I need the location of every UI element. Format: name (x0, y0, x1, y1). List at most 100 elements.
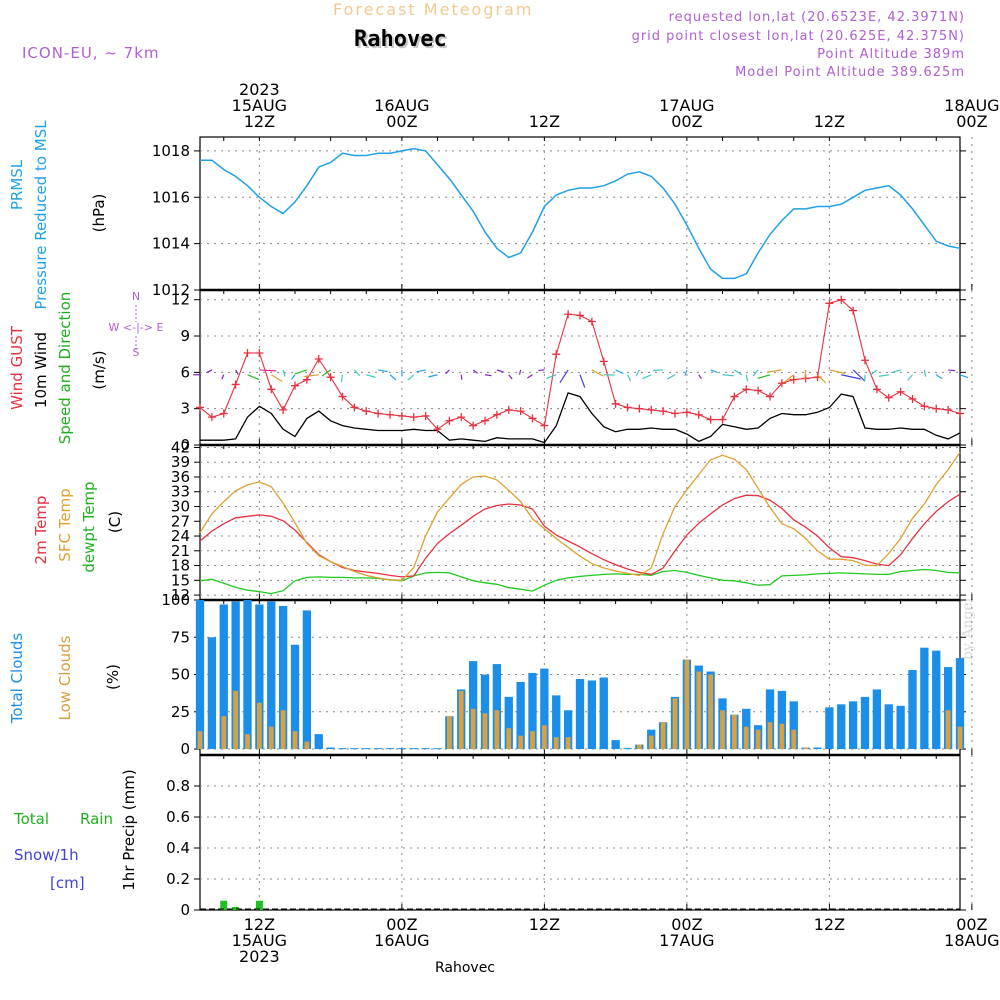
wind-direction-arrow (389, 374, 397, 381)
low-cloud-bar (482, 713, 488, 750)
sfc-temp-line (199, 452, 961, 581)
bottom-time-label: 00Z (386, 915, 417, 934)
model-label: ICON-EU, ~ 7km (22, 44, 160, 62)
location-title: Rahovec (354, 27, 447, 52)
wind-gust-marker (219, 409, 228, 418)
wind-gust-marker (659, 407, 668, 416)
wind-direction-arrow (291, 374, 296, 380)
total-cloud-bar (219, 604, 228, 750)
low-cloud-bar (292, 731, 298, 750)
wind-direction-arrow (472, 369, 478, 374)
total-cloud-bar (516, 681, 525, 750)
total-cloud-bar (362, 748, 371, 750)
pressure-label-2: Pressure Reduced to MSL (32, 120, 50, 310)
clouds-ytick-label: 100 (161, 591, 190, 609)
rain-bar (232, 906, 240, 910)
wind-gust-marker (457, 413, 466, 422)
wind-gust-marker (421, 411, 430, 420)
low-cloud-bar (779, 723, 785, 750)
total-cloud-bar (789, 701, 798, 750)
temperature-ytick-label: 30 (171, 498, 190, 516)
total-cloud-bar (932, 650, 941, 750)
pressure-frame (199, 136, 961, 291)
total-cloud-bar (338, 748, 347, 750)
temp-unit: (C) (106, 511, 124, 533)
wind-gust-marker (255, 348, 264, 357)
low-cloud-bar (197, 731, 203, 750)
total-cloud-bar (421, 748, 430, 750)
wind-ytick-label: 9 (180, 327, 190, 345)
total-cloud-bar (552, 695, 561, 750)
low-cloud-bar (684, 659, 690, 750)
low-clouds-label: Low Clouds (56, 635, 74, 720)
low-cloud-bar (221, 716, 227, 750)
low-cloud-bar (708, 674, 713, 750)
temperature-ytick-label: 33 (171, 483, 190, 501)
bottom-time-label: 12Z (244, 915, 275, 934)
wind-direction-arrow (752, 369, 759, 377)
wind-direction-arrow (841, 374, 861, 380)
top-time-label: 17AUG (659, 96, 714, 115)
total-cloud-bar (540, 668, 549, 750)
precip-ytick-label: 0.2 (166, 870, 190, 888)
pressure-ytick-label: 1014 (152, 235, 190, 253)
bottom-time-label: 12Z (814, 915, 845, 934)
low-cloud-bar (803, 747, 808, 750)
top-time-label: 12Z (244, 112, 275, 131)
total-cloud-bar (777, 690, 787, 750)
wind-direction-arrow (870, 369, 878, 376)
top-time-label: 12Z (529, 112, 560, 131)
wind-gust-marker (504, 405, 513, 414)
bottom-time-label: 00Z (671, 915, 702, 934)
wind-gust-marker (944, 405, 953, 414)
wind-direction-arrow (235, 369, 239, 375)
snow-label: Snow/1h (14, 846, 79, 864)
total-clouds-label: Total Clouds (8, 633, 26, 725)
wind-gust-marker (920, 402, 929, 411)
total-cloud-bar (825, 707, 834, 750)
meteogram-title: Forecast Meteogram (333, 0, 534, 19)
total-cloud-bar (433, 748, 442, 750)
total-cloud-bar (623, 748, 632, 750)
wind-gust-marker (528, 414, 537, 423)
wind-10m-label: 10m Wind (32, 332, 50, 408)
bottom-time-label: 17AUG (659, 931, 714, 950)
wind-direction-arrow (259, 369, 277, 372)
total-cloud-bar (278, 605, 288, 750)
wind-gust-marker (766, 392, 774, 401)
total-cloud-bar (409, 748, 418, 750)
total-cloud-bar (207, 637, 217, 750)
low-cloud-bar (257, 702, 262, 750)
wind-direction-arrow (878, 374, 889, 377)
low-cloud-bar (660, 722, 666, 750)
wind-gust-marker (469, 421, 478, 430)
wind-direction-arrow (635, 369, 640, 377)
low-cloud-bar (648, 735, 654, 750)
top-time-label: 15AUG (232, 96, 287, 115)
wind-direction-arrow (666, 374, 676, 380)
low-cloud-bar (470, 708, 476, 750)
wind-direction-arrow (303, 374, 319, 378)
wind-gust-marker (718, 415, 727, 424)
wind-gust-marker (789, 375, 798, 384)
wind-gust-marker (884, 393, 893, 402)
total-cloud-bar (326, 747, 335, 750)
low-cloud-bar (565, 737, 571, 750)
wind-gust-marker (302, 375, 311, 384)
wind-gust-marker (647, 405, 656, 414)
temperature-ytick-label: 27 (171, 512, 190, 530)
low-cloud-bar (506, 728, 512, 750)
total-rain-label-2: Rain (80, 810, 113, 828)
pressure-ytick-label: 1018 (152, 142, 190, 160)
dewpt-label: dewpt Temp (80, 481, 98, 572)
bottom-time-label: 2023 (239, 947, 280, 966)
wind-direction-arrow (445, 369, 450, 375)
total-cloud-bar (397, 748, 407, 750)
wind-direction-arrow (852, 369, 865, 382)
wind-gust-marker (694, 410, 703, 419)
point-altitude: Point Altitude 389m (817, 47, 965, 62)
wind-gust-marker (231, 380, 240, 389)
low-cloud-bar (945, 710, 951, 750)
wind-direction-arrow (757, 374, 771, 379)
wind-gust-marker (682, 408, 691, 417)
